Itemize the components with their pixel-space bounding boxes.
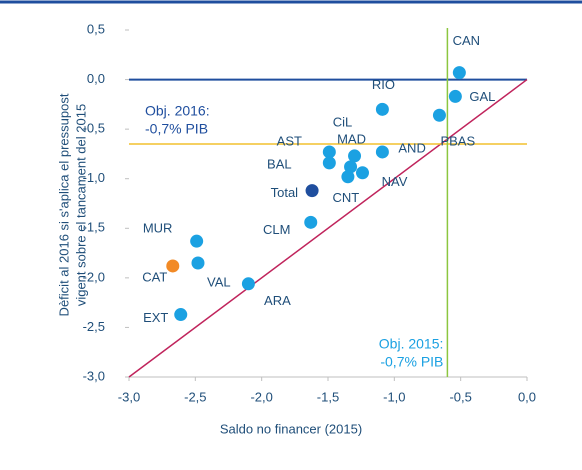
point	[304, 215, 318, 229]
point	[190, 234, 204, 248]
y-tick-label: -1,5	[83, 220, 105, 235]
point-label: RIO	[372, 77, 395, 92]
target-2016-annotation: Obj. 2016:	[145, 103, 210, 119]
point	[348, 149, 362, 163]
identity-line	[128, 78, 528, 378]
y-tick-label: -2,5	[83, 319, 105, 334]
y-axis-label-line: vigent sobre el tancament del 2015	[73, 104, 88, 306]
y-tick-label: -3,0	[83, 368, 105, 383]
point-label: AND	[398, 140, 425, 155]
point-label: CiL	[333, 114, 353, 129]
point	[375, 102, 389, 116]
point-label: EXT	[143, 310, 168, 325]
target-2015-annotation: -0,7% PIB	[380, 354, 443, 370]
point	[191, 256, 205, 270]
point-label: MAD	[337, 131, 366, 146]
point-label: CAT	[142, 269, 167, 284]
target-2015-annotation: Obj. 2015:	[379, 336, 444, 352]
y-axis-label-line: Dèficit al 2016 si s'aplica el pressupos…	[56, 93, 71, 316]
point	[241, 277, 255, 291]
point	[448, 89, 462, 103]
point	[174, 308, 188, 322]
point	[166, 259, 180, 273]
point-label: PBAS	[440, 134, 475, 149]
y-tick-label: -1,0	[83, 170, 105, 185]
point	[375, 145, 389, 159]
x-tick-label: 0,0	[518, 389, 536, 404]
x-tick-label: -2,0	[250, 389, 272, 404]
point	[452, 66, 466, 80]
point	[322, 156, 336, 170]
x-axis-label: Saldo no financer (2015)	[220, 421, 362, 436]
point-label: Total	[271, 185, 299, 200]
point-label: GAL	[469, 89, 495, 104]
x-tick-label: -1,5	[317, 389, 339, 404]
point-label: CLM	[263, 222, 290, 237]
y-tick-label: -2,0	[83, 269, 105, 284]
x-tick-label: -3,0	[118, 389, 140, 404]
x-tick-label: -1,0	[383, 389, 405, 404]
point-label: AST	[277, 133, 302, 148]
point	[355, 166, 369, 180]
point	[432, 108, 446, 122]
point-label: MUR	[143, 221, 173, 236]
y-tick-label: 0,0	[87, 71, 105, 86]
point-label: CNT	[333, 190, 360, 205]
point	[322, 145, 336, 159]
x-tick-label: -0,5	[449, 389, 471, 404]
x-tick-label: -2,5	[184, 389, 206, 404]
y-axis-label: Dèficit al 2016 si s'aplica el pressupos…	[56, 93, 88, 316]
point-label: NAV	[382, 174, 408, 189]
y-tick-label: -0,5	[83, 121, 105, 136]
point-label: CAN	[453, 33, 480, 48]
point-label: VAL	[207, 274, 231, 289]
y-tick-label: 0,5	[87, 21, 105, 36]
target-2016-annotation: -0,7% PIB	[145, 121, 208, 137]
point	[341, 170, 355, 184]
point	[305, 184, 319, 198]
point	[344, 160, 358, 174]
point-label: BAL	[267, 156, 292, 171]
point-label: ARA	[264, 293, 291, 308]
